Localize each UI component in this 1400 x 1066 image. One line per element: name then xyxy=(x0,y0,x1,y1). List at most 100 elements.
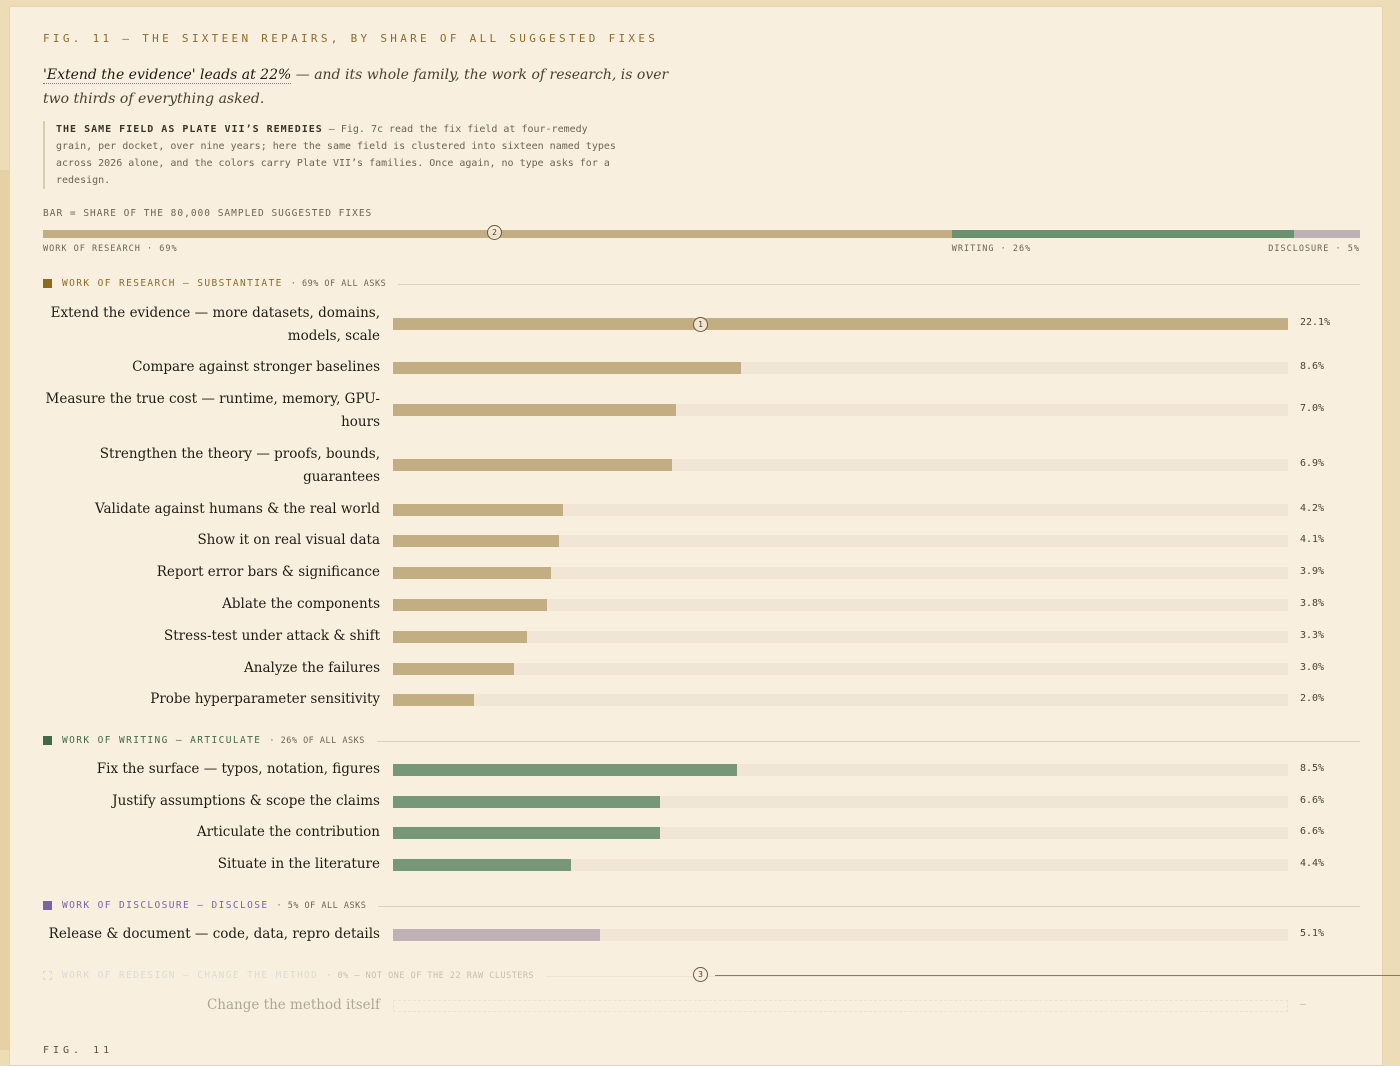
group-rule xyxy=(378,906,1360,907)
row-label: Analyze the failures xyxy=(244,660,380,676)
row-bar xyxy=(393,929,600,941)
figure-footer: FIG. 11 xyxy=(43,1045,114,1056)
note-head: THE SAME FIELD AS PLATE VII’S REMEDIES xyxy=(56,124,323,135)
group-share: · 5% OF ALL ASKS xyxy=(276,901,367,911)
row-value: 4.4% xyxy=(1300,858,1325,869)
row-bar-track xyxy=(393,504,1288,516)
row-value: 3.8% xyxy=(1300,598,1325,609)
figure-note: THE SAME FIELD AS PLATE VII’S REMEDIES —… xyxy=(43,121,616,189)
row-value: 6.6% xyxy=(1300,826,1325,837)
callout-marker-3[interactable]: 3 xyxy=(693,967,708,982)
row-bar xyxy=(393,362,742,374)
group-name: WORK OF REDESIGN — CHANGE THE METHOD · 0%… xyxy=(62,970,534,981)
group-share: · 69% OF ALL ASKS xyxy=(290,279,387,289)
group-swatch-disclosure xyxy=(43,901,52,910)
row-bar xyxy=(393,459,673,471)
row-bar-track xyxy=(393,1000,1288,1012)
row-value: 3.3% xyxy=(1300,630,1325,641)
callout-marker-2[interactable]: 2 xyxy=(487,225,502,240)
row-bar-track xyxy=(393,929,1288,941)
row-bar-track xyxy=(393,859,1288,871)
row-label: Measure the true cost — runtime, memory,… xyxy=(45,391,380,430)
row-bar-track xyxy=(393,459,1288,471)
group-share: · 26% OF ALL ASKS xyxy=(269,736,365,746)
row-bar xyxy=(393,318,1288,330)
row-bar xyxy=(393,404,677,416)
row-bar xyxy=(393,599,547,611)
row-bar-track xyxy=(393,535,1288,547)
row-bar xyxy=(393,694,474,706)
group-name: WORK OF RESEARCH — SUBSTANTIATE · 69% OF … xyxy=(62,278,386,289)
note-body: — Fig. 7c read the fix field at four-rem… xyxy=(56,124,616,186)
row-label: Ablate the components xyxy=(222,596,380,612)
family-share-bar xyxy=(43,230,1360,238)
row-value: 6.9% xyxy=(1300,458,1325,469)
row-label: Change the method itself xyxy=(206,997,380,1013)
figure-panel: FIG. 11 — THE SIXTEEN REPAIRS, BY SHARE … xyxy=(9,6,1400,1066)
callout-marker-1[interactable]: 1 xyxy=(693,317,708,332)
group-swatch-writing xyxy=(43,736,52,745)
group-title: WORK OF DISCLOSURE — DISCLOSE xyxy=(62,900,269,911)
row-value: 8.6% xyxy=(1300,361,1325,372)
row-bar-track xyxy=(393,694,1288,706)
share-label-disclosure: DISCLOSURE · 5% xyxy=(1268,244,1360,254)
share-segment-disclosure xyxy=(1294,230,1360,238)
row-value: 3.0% xyxy=(1300,662,1325,673)
group-header-redesign: WORK OF REDESIGN — CHANGE THE METHOD · 0%… xyxy=(43,970,1360,982)
share-bar-caption: BAR = SHARE OF THE 80,000 SAMPLED SUGGES… xyxy=(43,208,373,219)
figure-title: FIG. 11 — THE SIXTEEN REPAIRS, BY SHARE … xyxy=(43,32,659,45)
group-header-writing: WORK OF WRITING — ARTICULATE · 26% OF ALL… xyxy=(43,735,1360,747)
figure-headline: 'Extend the evidence' leads at 22% — and… xyxy=(43,63,683,111)
share-label-research: WORK OF RESEARCH · 69% xyxy=(43,244,178,254)
share-segment-writing xyxy=(951,230,1295,238)
row-value: 2.0% xyxy=(1300,693,1325,704)
row-label: Compare against stronger baselines xyxy=(132,359,380,375)
row-bar xyxy=(393,859,572,871)
row-value: 4.2% xyxy=(1300,503,1325,514)
group-title: WORK OF RESEARCH — SUBSTANTIATE xyxy=(62,278,283,289)
row-bar-track xyxy=(393,631,1288,643)
row-bar-track xyxy=(393,599,1288,611)
row-label: Report error bars & significance xyxy=(156,564,380,580)
row-bar-track xyxy=(393,318,1288,330)
row-bar-track xyxy=(393,663,1288,675)
row-label: Show it on real visual data xyxy=(197,532,380,548)
group-header-research: WORK OF RESEARCH — SUBSTANTIATE · 69% OF … xyxy=(43,278,1360,290)
row-bar-track xyxy=(393,827,1288,839)
row-bar xyxy=(393,796,661,808)
row-label: Strengthen the theory — proofs, bounds, … xyxy=(99,446,380,485)
row-value: 5.1% xyxy=(1300,928,1325,939)
headline-lead: 'Extend the evidence' leads at 22% xyxy=(43,67,292,84)
row-label: Validate against humans & the real world xyxy=(94,501,380,517)
group-name: WORK OF WRITING — ARTICULATE · 26% OF ALL… xyxy=(62,735,365,746)
group-header-disclosure: WORK OF DISCLOSURE — DISCLOSE · 5% OF ALL… xyxy=(43,900,1360,912)
row-bar xyxy=(393,764,738,776)
group-title: WORK OF WRITING — ARTICULATE xyxy=(62,735,262,746)
group-rule xyxy=(546,976,1360,977)
share-label-writing: WRITING · 26% xyxy=(951,244,1032,254)
group-swatch-redesign xyxy=(43,971,52,980)
row-bar xyxy=(393,535,560,547)
group-share: · 0% — NOT ONE OF THE 22 RAW CLUSTERS xyxy=(326,971,535,981)
row-label: Fix the surface — typos, notation, figur… xyxy=(96,761,380,777)
row-bar xyxy=(393,567,551,579)
group-name: WORK OF DISCLOSURE — DISCLOSE · 5% OF ALL… xyxy=(62,900,366,911)
row-bar-track xyxy=(393,796,1288,808)
row-label: Probe hyperparameter sensitivity xyxy=(150,691,380,707)
row-value: 4.1% xyxy=(1300,534,1325,545)
row-bar xyxy=(393,504,564,516)
row-value: 22.1% xyxy=(1300,317,1331,328)
row-value: — xyxy=(1300,999,1307,1010)
page-edge-right xyxy=(1390,0,1400,1050)
row-label: Extend the evidence — more datasets, dom… xyxy=(50,305,380,344)
row-bar-track xyxy=(393,404,1288,416)
row-value: 3.9% xyxy=(1300,566,1325,577)
row-bar-track xyxy=(393,567,1288,579)
row-bar xyxy=(393,827,661,839)
group-rule xyxy=(398,284,1360,285)
row-value: 8.5% xyxy=(1300,763,1325,774)
row-bar-track xyxy=(393,764,1288,776)
row-label: Stress-test under attack & shift xyxy=(163,628,380,644)
row-value: 7.0% xyxy=(1300,403,1325,414)
row-bar-track xyxy=(393,362,1288,374)
